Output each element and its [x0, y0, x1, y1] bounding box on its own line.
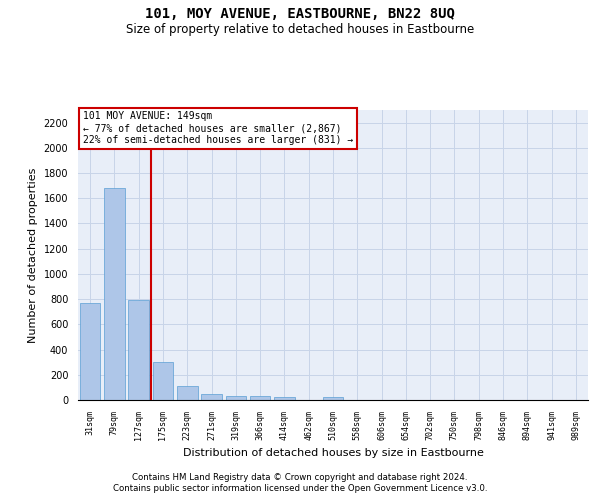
Bar [80, 303, 100, 400]
Bar [274, 397, 295, 400]
Bar [226, 396, 246, 400]
Bar [128, 300, 149, 400]
Bar [323, 398, 343, 400]
Bar [177, 386, 197, 400]
Y-axis label: Number of detached properties: Number of detached properties [28, 168, 38, 342]
Bar [250, 396, 271, 400]
Text: 101 MOY AVENUE: 149sqm
← 77% of detached houses are smaller (2,867)
22% of semi-: 101 MOY AVENUE: 149sqm ← 77% of detached… [83, 112, 353, 144]
Text: Size of property relative to detached houses in Eastbourne: Size of property relative to detached ho… [126, 22, 474, 36]
Bar [152, 362, 173, 400]
Bar [201, 394, 222, 400]
X-axis label: Distribution of detached houses by size in Eastbourne: Distribution of detached houses by size … [182, 448, 484, 458]
Text: 101, MOY AVENUE, EASTBOURNE, BN22 8UQ: 101, MOY AVENUE, EASTBOURNE, BN22 8UQ [145, 8, 455, 22]
Text: Contains public sector information licensed under the Open Government Licence v3: Contains public sector information licen… [113, 484, 487, 493]
Text: Contains HM Land Registry data © Crown copyright and database right 2024.: Contains HM Land Registry data © Crown c… [132, 472, 468, 482]
Bar [104, 188, 125, 400]
